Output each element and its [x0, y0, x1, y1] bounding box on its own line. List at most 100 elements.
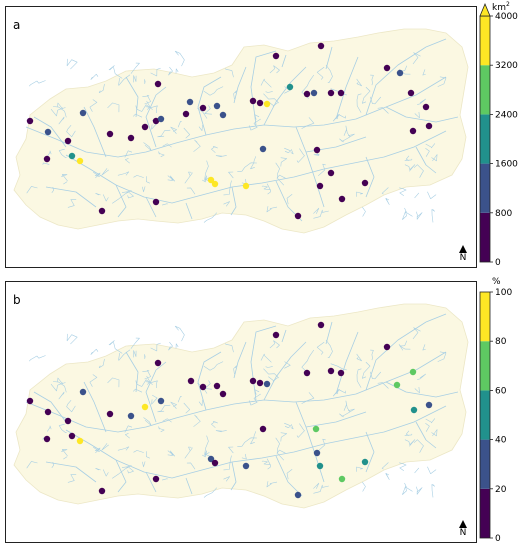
river-line — [63, 181, 68, 185]
river-line — [93, 171, 101, 179]
colorbar-segment — [480, 114, 490, 164]
gauging-station — [154, 80, 162, 88]
river-line — [135, 379, 153, 387]
river-line — [143, 142, 152, 151]
river-line — [318, 438, 326, 452]
river-line — [146, 451, 150, 459]
river-network — [25, 38, 459, 223]
gauging-station — [127, 412, 135, 420]
river-line — [263, 93, 280, 104]
river-line — [237, 162, 257, 172]
gauging-station — [43, 155, 51, 163]
gauging-station — [313, 146, 321, 154]
river-line — [89, 99, 98, 112]
river-line — [193, 414, 201, 427]
river-line — [413, 439, 424, 453]
river-line — [162, 478, 168, 481]
river-line — [237, 437, 257, 447]
river-line — [61, 174, 68, 182]
river-line — [399, 340, 411, 350]
river-line — [95, 468, 101, 471]
river-line — [112, 190, 132, 204]
river-line — [51, 186, 54, 193]
gauging-station — [199, 104, 207, 112]
gauging-station — [272, 331, 280, 339]
river-line — [377, 382, 389, 389]
gauging-station — [294, 212, 302, 220]
river-line — [313, 209, 329, 219]
river-line — [124, 150, 133, 158]
gauging-station — [76, 437, 84, 445]
gauging-station — [182, 110, 190, 118]
river-line — [402, 211, 407, 220]
river-line — [145, 86, 167, 148]
river-line — [142, 370, 151, 380]
gauging-station — [425, 401, 433, 409]
gauging-station — [64, 417, 72, 425]
river-line — [404, 164, 416, 172]
river-line — [145, 471, 157, 493]
colorbar-tick-label: 800 — [495, 209, 512, 219]
river-line — [118, 349, 131, 361]
river-line — [107, 377, 120, 388]
river-line — [339, 413, 344, 418]
gauging-station — [213, 382, 221, 390]
river-line — [223, 201, 230, 207]
river-line — [305, 411, 367, 428]
river-line — [318, 163, 326, 177]
river-line — [265, 91, 273, 93]
river-line — [113, 67, 123, 79]
river-line — [266, 481, 278, 488]
river-line — [313, 207, 320, 214]
river-line — [51, 461, 54, 468]
river-line — [142, 461, 146, 468]
river-line — [356, 191, 363, 197]
river-line — [266, 458, 271, 470]
river-line — [404, 158, 413, 161]
river-line — [356, 78, 362, 87]
river-line — [183, 402, 190, 414]
river-line — [280, 432, 287, 442]
gauging-station — [207, 176, 215, 184]
river-line — [67, 474, 77, 483]
gauging-station — [157, 397, 165, 405]
river-line — [296, 148, 305, 163]
river-line — [284, 86, 291, 94]
gauging-station — [422, 103, 430, 111]
river-line — [263, 341, 307, 401]
river-line — [198, 399, 203, 406]
river-line — [295, 401, 325, 483]
map-panel-a: a N — [5, 6, 477, 268]
river-line — [425, 38, 447, 48]
gauging-station — [263, 100, 271, 108]
colorbar-segment — [480, 390, 490, 440]
river-line — [33, 391, 67, 423]
colorbar-tick-label: 0 — [495, 534, 501, 544]
river-network — [25, 313, 459, 498]
river-line — [233, 341, 247, 379]
gauging-station — [44, 408, 52, 416]
river-line — [58, 148, 67, 158]
gauging-station — [259, 145, 267, 153]
panel-label-b: b — [13, 293, 21, 307]
gauging-station — [303, 90, 311, 98]
river-line — [402, 486, 407, 495]
river-line — [203, 212, 218, 223]
river-line — [233, 90, 237, 100]
river-line — [265, 366, 273, 368]
river-line — [385, 198, 390, 205]
river-line — [98, 358, 105, 368]
river-line — [42, 162, 50, 165]
river-line — [269, 65, 280, 74]
gauging-station — [263, 380, 271, 388]
gauging-station — [207, 455, 215, 463]
river-line — [52, 106, 67, 118]
colorbar-segment — [480, 16, 490, 66]
river-line — [290, 149, 294, 155]
river-line — [233, 365, 237, 375]
river-line — [63, 456, 68, 460]
river-line — [370, 349, 374, 361]
river-line — [202, 450, 210, 458]
river-line — [58, 423, 67, 433]
gauging-station — [313, 449, 321, 457]
